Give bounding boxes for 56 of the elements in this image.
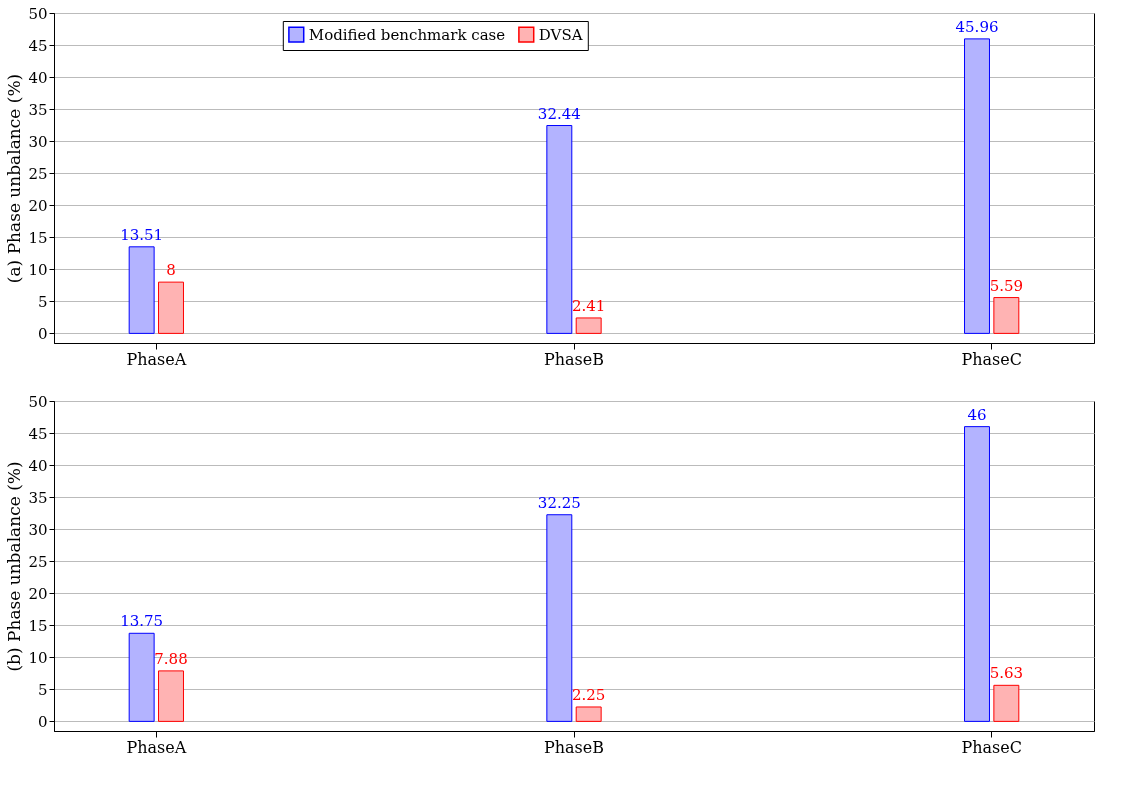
x-tick-label: PhaseA xyxy=(126,349,187,369)
y-axis-title: (b) Phase unbalance (%) xyxy=(4,461,25,672)
y-tick-label: 35 xyxy=(28,488,48,507)
bar xyxy=(575,706,602,722)
y-tick-label: 5 xyxy=(37,292,48,311)
y-tick-label: 15 xyxy=(28,616,48,635)
y-tick-label: 25 xyxy=(28,552,48,571)
bar xyxy=(993,297,1020,334)
y-tick-label: 35 xyxy=(28,100,48,119)
data-label: 13.51 xyxy=(120,225,164,244)
bar xyxy=(128,246,155,334)
data-label: 8 xyxy=(166,261,176,280)
bar xyxy=(128,632,155,722)
x-tick-label: PhaseB xyxy=(543,349,605,369)
legend-label: Modified benchmark case xyxy=(308,25,506,44)
data-label: 5.59 xyxy=(989,276,1024,295)
y-tick-label: 30 xyxy=(28,132,48,151)
x-tick-label: PhaseC xyxy=(961,737,1022,757)
x-tick-label: PhaseA xyxy=(126,737,187,757)
y-tick-label: 50 xyxy=(28,4,48,23)
y-tick-label: 5 xyxy=(37,680,48,699)
data-label: 2.41 xyxy=(571,296,606,315)
data-label: 7.88 xyxy=(154,649,188,668)
y-tick-label: 40 xyxy=(28,68,48,87)
x-tick-label: PhaseB xyxy=(543,737,605,757)
data-label: 32.25 xyxy=(537,493,581,512)
x-tick-label: PhaseC xyxy=(961,349,1022,369)
y-axis-title: (a) Phase unbalance (%) xyxy=(4,73,25,284)
y-tick-label: 20 xyxy=(28,196,48,215)
data-label: 5.63 xyxy=(989,664,1024,683)
y-tick-label: 10 xyxy=(28,260,48,279)
bar xyxy=(575,317,602,334)
y-tick-label: 20 xyxy=(28,584,48,603)
y-tick-label: 0 xyxy=(37,712,48,731)
bar xyxy=(158,281,184,334)
bar xyxy=(964,426,990,722)
data-label: 13.75 xyxy=(120,612,164,631)
legend-label: DVSA xyxy=(538,25,583,44)
y-tick-label: 45 xyxy=(28,36,48,55)
y-tick-label: 40 xyxy=(28,456,48,475)
y-tick-label: 25 xyxy=(28,164,48,183)
bar xyxy=(964,38,990,334)
bar xyxy=(546,125,573,334)
bar xyxy=(158,670,184,722)
y-tick-label: 10 xyxy=(28,648,48,667)
y-tick-label: 50 xyxy=(28,392,48,411)
y-tick-label: 0 xyxy=(37,324,48,343)
y-tick-label: 45 xyxy=(28,424,48,443)
data-label: 2.25 xyxy=(571,685,606,704)
y-tick-label: 30 xyxy=(28,520,48,539)
data-label: 32.44 xyxy=(537,104,581,123)
y-tick-label: 15 xyxy=(28,228,48,247)
data-label: 46 xyxy=(967,405,987,424)
bar xyxy=(546,514,573,722)
data-label: 45.96 xyxy=(955,17,999,36)
bar xyxy=(993,684,1020,722)
